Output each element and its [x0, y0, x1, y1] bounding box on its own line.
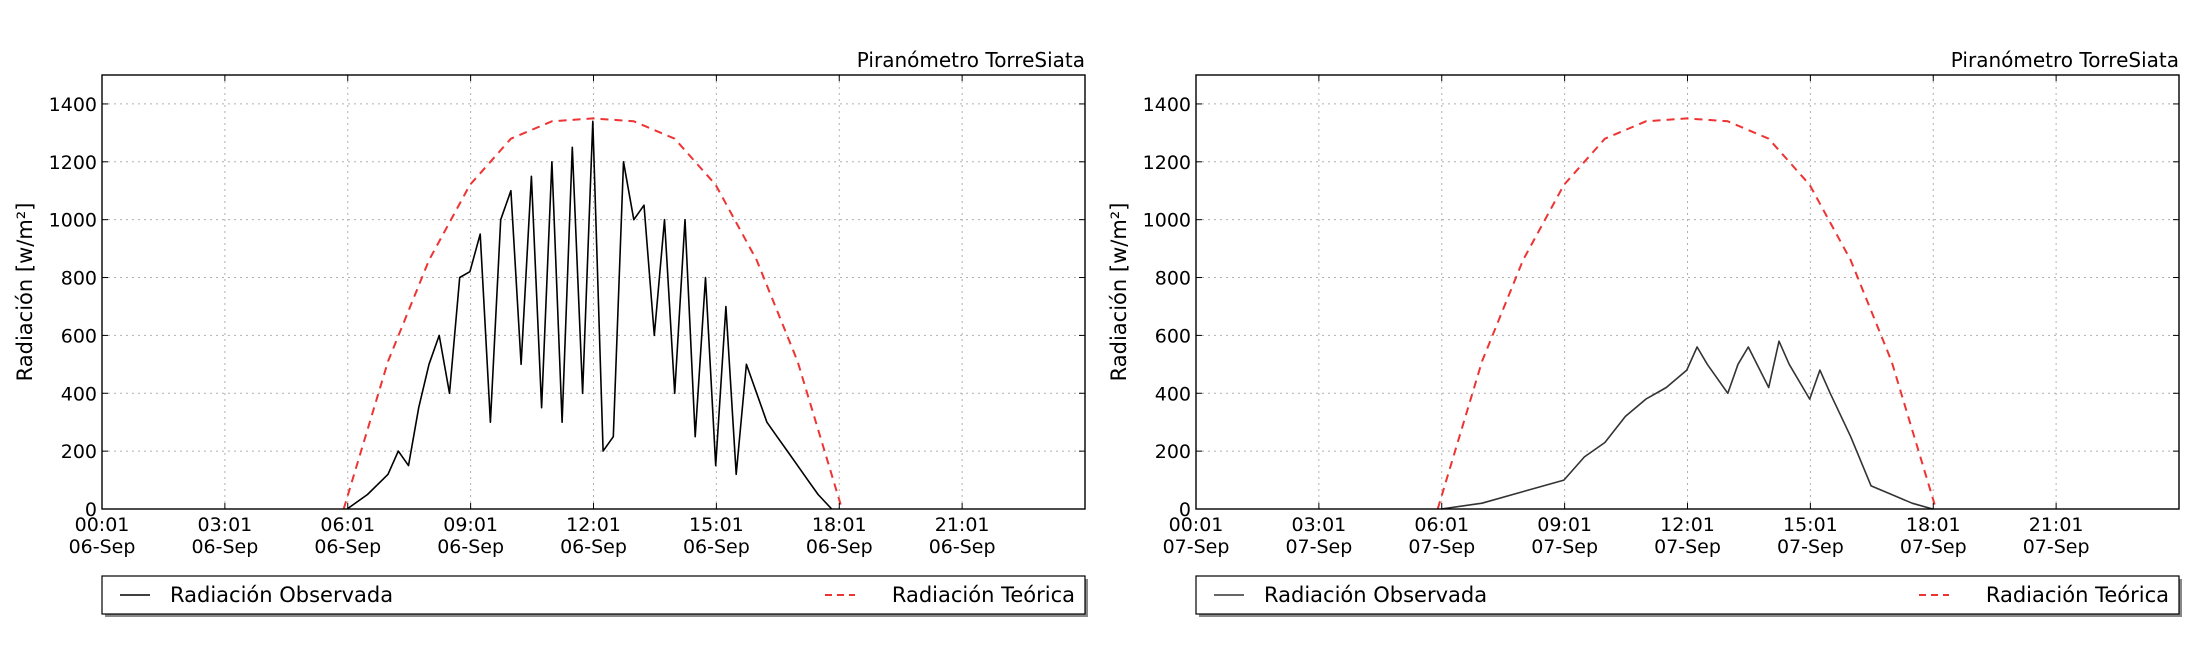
x-tick-label-date: 07-Sep [1531, 536, 1598, 558]
x-tick-label-date: 06-Sep [929, 536, 996, 558]
x-tick-label-date: 06-Sep [69, 536, 136, 558]
x-tick-label-time: 06:01 [1414, 514, 1469, 536]
y-tick-label: 600 [1155, 325, 1191, 347]
x-tick-label-time: 00:01 [1169, 514, 1224, 536]
y-tick-label: 1200 [1143, 152, 1191, 174]
x-tick-label-time: 12:01 [1660, 514, 1715, 536]
legend-label-observada: Radiación Observada [1264, 583, 1487, 607]
y-tick-label: 200 [1155, 441, 1191, 463]
y-axis-label: Radiación [w/m²] [1107, 203, 1131, 382]
x-tick-label-date: 06-Sep [560, 536, 627, 558]
x-tick-label-time: 00:01 [75, 514, 130, 536]
y-tick-label: 200 [61, 441, 97, 463]
y-tick-label: 400 [1155, 383, 1191, 405]
series-line-teorica [342, 117, 843, 510]
y-tick-label: 600 [61, 325, 97, 347]
x-tick-label-date: 06-Sep [191, 536, 258, 558]
y-tick-label: 400 [61, 383, 97, 405]
legend-label-teorica: Radiación Teórica [1986, 583, 2169, 607]
x-tick-label-date: 07-Sep [1777, 536, 1844, 558]
x-tick-label-date: 06-Sep [437, 536, 504, 558]
x-tick-label-date: 06-Sep [314, 536, 381, 558]
x-tick-label-time: 03:01 [197, 514, 252, 536]
series-line-teorica [1436, 117, 1937, 510]
x-tick-label-time: 03:01 [1291, 514, 1346, 536]
legend-label-teorica: Radiación Teórica [892, 583, 1075, 607]
y-tick-label: 800 [1155, 268, 1191, 290]
chart-title: Piranómetro TorreSiata [1951, 48, 2179, 72]
x-tick-label-time: 21:01 [935, 514, 990, 536]
y-tick-label: 1400 [1143, 94, 1191, 116]
x-tick-label-time: 18:01 [812, 514, 867, 536]
y-tick-label: 1000 [1143, 210, 1191, 232]
x-tick-label-date: 07-Sep [1900, 536, 1967, 558]
x-tick-label-time: 09:01 [1537, 514, 1592, 536]
chart-panel-2: 020040060080010001200140000:0107-Sep03:0… [1107, 48, 2182, 617]
y-tick-label: 0 [1179, 499, 1191, 521]
legend-box [101, 575, 1086, 615]
x-tick-label-time: 06:01 [320, 514, 375, 536]
legend-label-observada: Radiación Observada [170, 583, 393, 607]
x-tick-label-date: 06-Sep [806, 536, 873, 558]
chart-title: Piranómetro TorreSiata [857, 48, 1085, 72]
y-tick-label: 0 [85, 499, 97, 521]
x-tick-label-time: 09:01 [443, 514, 498, 536]
y-tick-label: 1000 [49, 210, 97, 232]
x-tick-label-date: 07-Sep [1285, 536, 1352, 558]
y-tick-label: 1400 [49, 94, 97, 116]
chart-panel-1: 020040060080010001200140000:0106-Sep03:0… [13, 48, 1088, 617]
x-tick-label-date: 06-Sep [683, 536, 750, 558]
x-tick-label-date: 07-Sep [1654, 536, 1721, 558]
series-line-observada [1440, 340, 1933, 510]
x-tick-label-time: 12:01 [566, 514, 621, 536]
y-tick-label: 1200 [49, 152, 97, 174]
x-tick-label-date: 07-Sep [2023, 536, 2090, 558]
x-tick-label-time: 15:01 [1783, 514, 1838, 536]
legend-box [1195, 575, 2180, 615]
series-line-observada [346, 120, 833, 510]
x-tick-label-time: 15:01 [689, 514, 744, 536]
y-tick-label: 800 [61, 268, 97, 290]
x-tick-label-time: 18:01 [1906, 514, 1961, 536]
x-tick-label-date: 07-Sep [1408, 536, 1475, 558]
x-tick-label-time: 21:01 [2029, 514, 2084, 536]
x-tick-label-date: 07-Sep [1163, 536, 1230, 558]
y-axis-label: Radiación [w/m²] [13, 203, 37, 382]
